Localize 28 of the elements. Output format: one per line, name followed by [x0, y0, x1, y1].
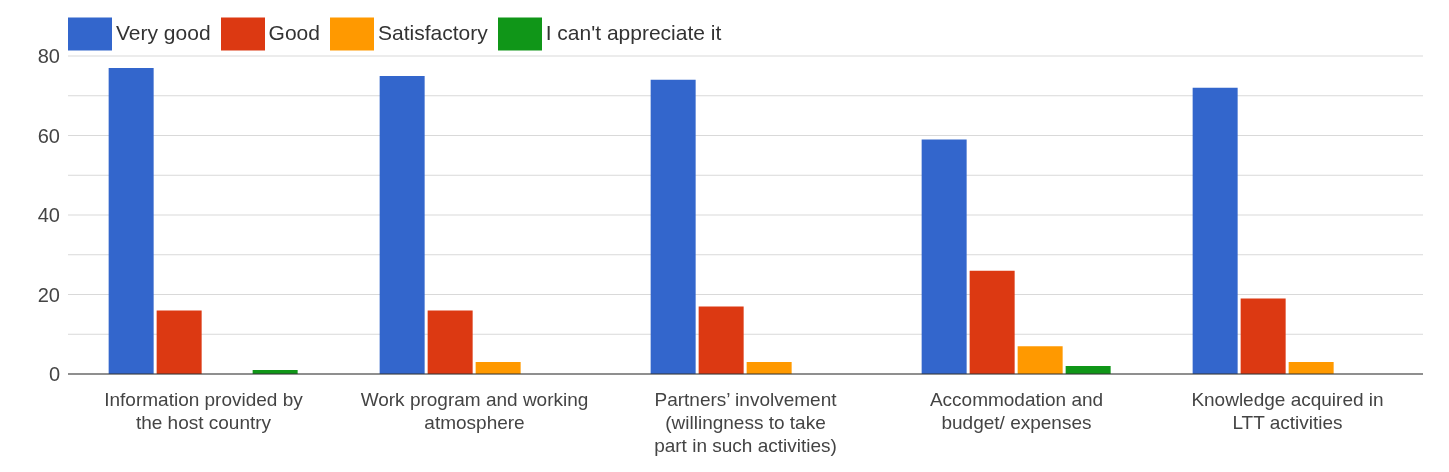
legend-label: I can't appreciate it	[545, 20, 722, 44]
y-tick-label: 80	[37, 45, 60, 68]
bar	[379, 75, 425, 374]
bar	[746, 362, 792, 374]
x-tick-label: Information provided by the host country	[104, 389, 304, 433]
x-tick-label: Partners’ involvement (willingness to take part in such activities)	[654, 389, 838, 456]
bar	[475, 362, 521, 374]
y-tick-label: 0	[48, 363, 60, 386]
y-tick-label: 20	[37, 283, 60, 306]
legend-label: Satisfactory	[377, 20, 488, 44]
bar	[650, 79, 696, 374]
bar	[108, 67, 154, 374]
bar	[1192, 87, 1238, 374]
bar	[1017, 346, 1063, 374]
bar	[1288, 362, 1334, 374]
bar	[427, 310, 473, 374]
x-tick-label: Work program and working atmosphere	[360, 389, 589, 433]
x-tick-label: Knowledge acquired in LTT activities	[1191, 389, 1384, 433]
y-tick-label: 40	[37, 204, 60, 227]
legend-label: Very good	[116, 20, 211, 44]
bar	[1240, 298, 1286, 374]
legend-label: Good	[268, 20, 320, 44]
bar	[698, 306, 744, 374]
x-tick-label: Accommodation and budget/ expenses	[929, 389, 1104, 433]
bar	[156, 310, 202, 374]
bar	[921, 139, 967, 374]
bar	[969, 270, 1015, 374]
y-tick-label: 60	[37, 124, 60, 147]
